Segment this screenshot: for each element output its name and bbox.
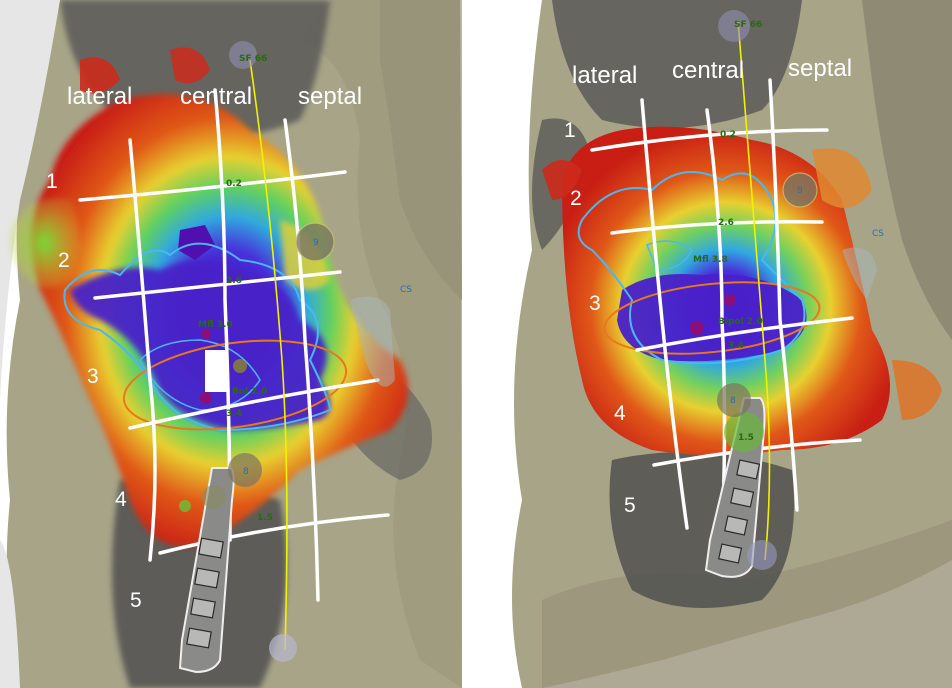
cs-annotation: CS — [400, 285, 412, 295]
sphere-8-label: 8 — [243, 467, 249, 477]
sphere-9-label: 9 — [313, 238, 319, 248]
mf-annotation: Mfl 3.0 — [198, 320, 233, 330]
row-label-5: 5 — [130, 589, 142, 612]
row-label-3: 3 — [589, 292, 601, 315]
tag-t1: 0.2 — [226, 179, 242, 189]
sphere-marker — [295, 222, 335, 262]
tag-t2: 2.6 — [718, 218, 734, 228]
sphere-marker — [718, 10, 750, 42]
mf-annotation: Mfl 3.8 — [693, 255, 728, 265]
white-spot — [205, 350, 227, 392]
column-label-central: central — [180, 83, 252, 110]
tag-t1: 0.2 — [720, 130, 736, 140]
column-label-lateral: lateral — [572, 62, 637, 89]
right-voltage-map-image: SF 66 Mfl 3.8 Bipol 2.0 CS 9 8 0.2 2.6 3… — [482, 0, 952, 688]
catheter-path — [737, 19, 771, 561]
tag-t4: 1.5 — [738, 433, 754, 443]
bipolar-annotation: Bol 2.0 — [232, 387, 267, 397]
row-label-2: 2 — [58, 249, 70, 272]
row-label-1: 1 — [46, 170, 58, 193]
row-label-5: 5 — [624, 494, 636, 517]
sphere-marker — [228, 453, 262, 487]
left-voltage-map-panel: SF 66 Mfl 3.0 Bol 2.0 CS 9 8 0.2 2.6 3.4… — [0, 0, 470, 688]
row-label-4: 4 — [115, 488, 127, 511]
sf-annotation: SF 66 — [239, 54, 267, 64]
sphere-9-label: 9 — [797, 186, 803, 196]
column-label-lateral: lateral — [67, 83, 132, 110]
catheter-device — [178, 467, 235, 674]
right-voltage-map-panel: SF 66 Mfl 3.8 Bipol 2.0 CS 9 8 0.2 2.6 3… — [482, 0, 952, 688]
ablation-ring — [122, 339, 348, 431]
low-voltage-core — [70, 260, 330, 430]
row-label-3: 3 — [87, 365, 99, 388]
row-label-4: 4 — [614, 402, 626, 425]
catheter-path — [249, 59, 288, 651]
contour-line — [577, 171, 806, 365]
grid-lines — [590, 78, 862, 542]
bipolar-annotation: Bipol 2.0 — [718, 317, 763, 327]
tag-t3: 3.4 — [728, 341, 744, 351]
sphere-marker — [782, 172, 818, 208]
contour-line — [63, 242, 332, 432]
ablation-ring — [603, 281, 821, 355]
column-label-septal: septal — [788, 55, 852, 82]
column-label-central: central — [672, 57, 744, 84]
sphere-marker — [717, 383, 751, 417]
sf-annotation: SF 66 — [734, 20, 762, 30]
cs-annotation: CS — [872, 229, 884, 239]
row-label-2: 2 — [570, 187, 582, 210]
tag-t2: 2.6 — [226, 276, 242, 286]
sphere-8-label: 8 — [730, 396, 736, 406]
row-label-1: 1 — [564, 119, 576, 142]
tag-t4: 1.5 — [257, 513, 273, 523]
left-voltage-map-image: SF 66 Mfl 3.0 Bol 2.0 CS 9 8 0.2 2.6 3.4… — [0, 0, 470, 688]
column-label-septal: septal — [298, 83, 362, 110]
sphere-marker — [229, 41, 257, 69]
tag-t3: 3.4 — [226, 409, 242, 419]
